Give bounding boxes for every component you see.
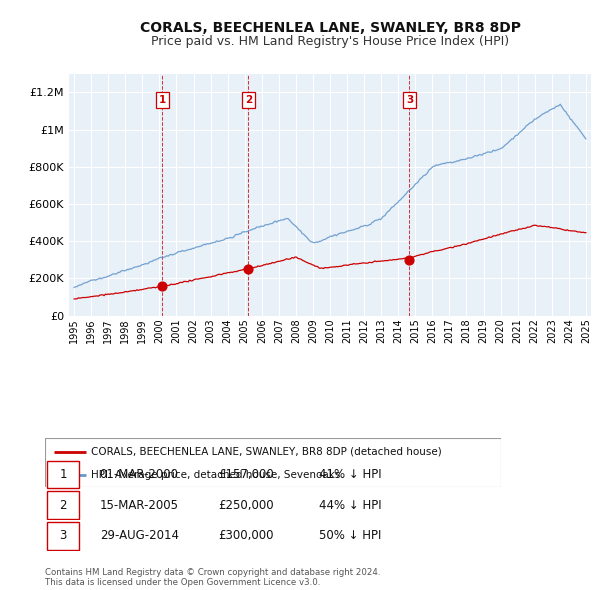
Text: £157,000: £157,000 bbox=[218, 468, 274, 481]
Text: HPI: Average price, detached house, Sevenoaks: HPI: Average price, detached house, Seve… bbox=[91, 470, 340, 480]
Text: 01-MAR-2000: 01-MAR-2000 bbox=[100, 468, 179, 481]
Text: 50% ↓ HPI: 50% ↓ HPI bbox=[319, 529, 381, 542]
Text: £250,000: £250,000 bbox=[218, 499, 274, 512]
Text: Price paid vs. HM Land Registry's House Price Index (HPI): Price paid vs. HM Land Registry's House … bbox=[151, 35, 509, 48]
Text: Contains HM Land Registry data © Crown copyright and database right 2024.
This d: Contains HM Land Registry data © Crown c… bbox=[45, 568, 380, 587]
Point bbox=[158, 281, 167, 291]
Point bbox=[244, 264, 253, 274]
Text: 29-AUG-2014: 29-AUG-2014 bbox=[100, 529, 179, 542]
Point bbox=[404, 255, 414, 264]
Text: 1: 1 bbox=[59, 468, 67, 481]
FancyBboxPatch shape bbox=[47, 491, 79, 519]
Text: 41% ↓ HPI: 41% ↓ HPI bbox=[319, 468, 381, 481]
FancyBboxPatch shape bbox=[47, 461, 79, 488]
Text: 2: 2 bbox=[245, 95, 252, 105]
Text: 3: 3 bbox=[59, 529, 67, 542]
Text: £300,000: £300,000 bbox=[218, 529, 274, 542]
Text: 15-MAR-2005: 15-MAR-2005 bbox=[100, 499, 179, 512]
Text: CORALS, BEECHENLEA LANE, SWANLEY, BR8 8DP: CORALS, BEECHENLEA LANE, SWANLEY, BR8 8D… bbox=[139, 21, 521, 35]
Text: 1: 1 bbox=[158, 95, 166, 105]
Text: CORALS, BEECHENLEA LANE, SWANLEY, BR8 8DP (detached house): CORALS, BEECHENLEA LANE, SWANLEY, BR8 8D… bbox=[91, 447, 442, 457]
Text: 2: 2 bbox=[59, 499, 67, 512]
FancyBboxPatch shape bbox=[47, 522, 79, 549]
Text: 3: 3 bbox=[406, 95, 413, 105]
Text: 44% ↓ HPI: 44% ↓ HPI bbox=[319, 499, 381, 512]
FancyBboxPatch shape bbox=[45, 438, 501, 487]
